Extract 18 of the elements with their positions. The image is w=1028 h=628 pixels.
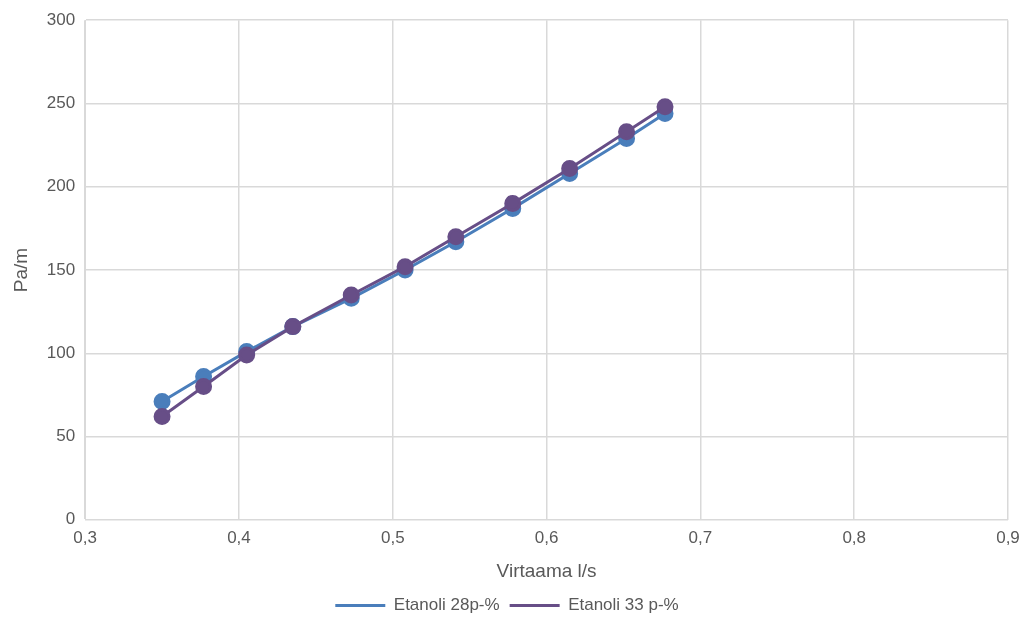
y-tick-label: 50 — [56, 426, 76, 446]
legend-label: Etanoli 33 p-% — [568, 595, 679, 615]
x-tick-label: 0,7 — [688, 527, 713, 547]
y-tick-label: 200 — [46, 176, 76, 196]
x-tick-label: 0,9 — [996, 527, 1020, 547]
y-tick-label: 300 — [46, 9, 76, 29]
y-tick-label: 150 — [46, 259, 76, 279]
x-tick-label: 0,6 — [534, 527, 559, 547]
x-tick-label: 0,4 — [227, 527, 251, 547]
legend-label: Etanoli 28p-% — [393, 595, 500, 615]
x-tick-label: 0,5 — [380, 527, 405, 547]
y-axis-title: Pa/m — [9, 247, 31, 293]
y-tick-label: 250 — [46, 93, 76, 113]
x-tick-label: 0,8 — [842, 527, 867, 547]
x-tick-label: 0,3 — [73, 527, 97, 547]
y-tick-label: 0 — [65, 509, 76, 529]
x-axis-title: Virtaama l/s — [496, 559, 597, 581]
y-tick-label: 100 — [46, 342, 76, 362]
